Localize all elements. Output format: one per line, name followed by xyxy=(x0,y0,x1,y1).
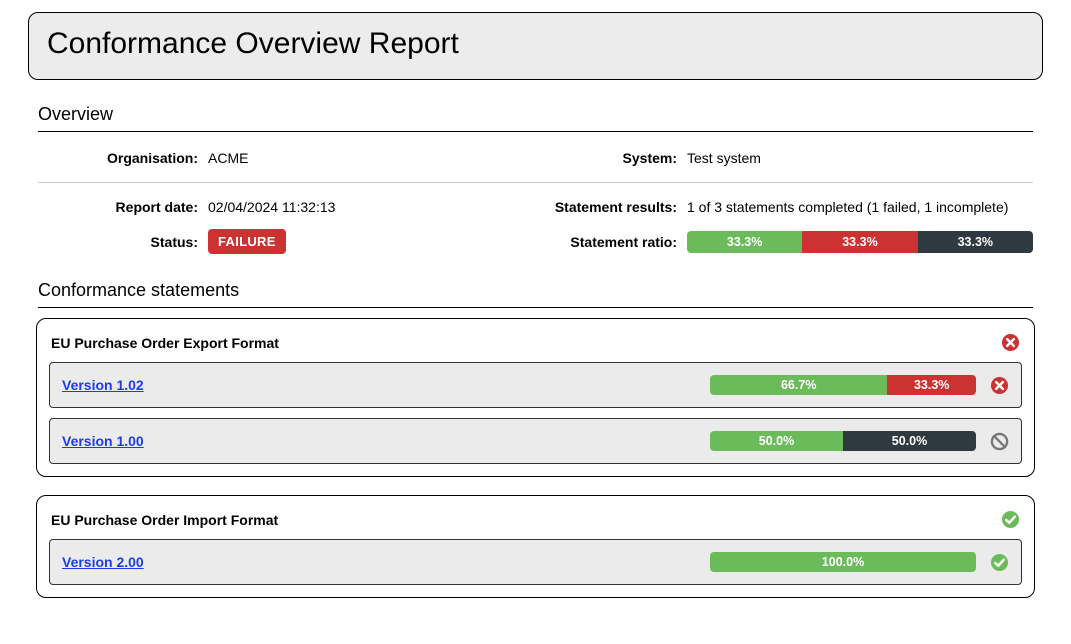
overview-heading: Overview xyxy=(38,98,1033,132)
fail-icon xyxy=(1001,333,1020,352)
statement-ratio-bar: 33.3%33.3%33.3% xyxy=(687,231,1033,253)
status-label: Status: xyxy=(38,234,198,250)
ratio-segment: 33.3% xyxy=(802,231,917,253)
version-progress-bar: 50.0%50.0% xyxy=(710,431,976,451)
version-progress-bar: 66.7%33.3% xyxy=(710,375,976,395)
statement-ratio-label: Statement ratio: xyxy=(507,234,677,250)
version-row: Version 1.00 50.0%50.0% xyxy=(49,418,1022,464)
status-value: FAILURE xyxy=(208,229,497,254)
version-row: Version 1.02 66.7%33.3% xyxy=(49,362,1022,408)
statement-group: EU Purchase Order Import Format Version 2… xyxy=(36,495,1035,598)
group-header: EU Purchase Order Import Format xyxy=(49,506,1022,539)
overview-grid: Organisation: ACME System: Test system R… xyxy=(38,142,1033,264)
system-label: System: xyxy=(507,150,677,166)
report-title-box: Conformance Overview Report xyxy=(28,12,1043,80)
pass-icon xyxy=(990,553,1009,572)
overview-divider xyxy=(38,182,1033,183)
statements-heading: Conformance statements xyxy=(38,274,1033,308)
statement-groups: EU Purchase Order Export Format Version 1… xyxy=(28,318,1043,598)
report-date-value: 02/04/2024 11:32:13 xyxy=(208,199,497,215)
report-title: Conformance Overview Report xyxy=(47,27,1024,61)
forbid-icon xyxy=(990,432,1009,451)
version-row: Version 2.00 100.0% xyxy=(49,539,1022,585)
report-date-label: Report date: xyxy=(38,199,198,215)
statement-group: EU Purchase Order Export Format Version 1… xyxy=(36,318,1035,477)
progress-segment: 33.3% xyxy=(887,375,976,395)
progress-segment: 66.7% xyxy=(710,375,887,395)
pass-icon xyxy=(1001,510,1020,529)
version-progress-bar: 100.0% xyxy=(710,552,976,572)
statement-results-value: 1 of 3 statements completed (1 failed, 1… xyxy=(687,199,1033,215)
statement-results-label: Statement results: xyxy=(507,199,677,215)
group-title: EU Purchase Order Import Format xyxy=(51,512,278,528)
progress-segment: 50.0% xyxy=(710,431,843,451)
group-title: EU Purchase Order Export Format xyxy=(51,335,279,351)
ratio-segment: 33.3% xyxy=(918,231,1033,253)
organisation-value: ACME xyxy=(208,150,497,166)
organisation-label: Organisation: xyxy=(38,150,198,166)
status-badge: FAILURE xyxy=(208,229,286,254)
fail-icon xyxy=(990,376,1009,395)
statement-ratio-value: 33.3%33.3%33.3% xyxy=(687,231,1033,253)
progress-segment: 50.0% xyxy=(843,431,976,451)
progress-segment: 100.0% xyxy=(710,552,976,572)
group-header: EU Purchase Order Export Format xyxy=(49,329,1022,362)
version-link[interactable]: Version 1.00 xyxy=(62,433,144,449)
version-link[interactable]: Version 2.00 xyxy=(62,554,144,570)
system-value: Test system xyxy=(687,150,1033,166)
ratio-segment: 33.3% xyxy=(687,231,802,253)
version-link[interactable]: Version 1.02 xyxy=(62,377,144,393)
